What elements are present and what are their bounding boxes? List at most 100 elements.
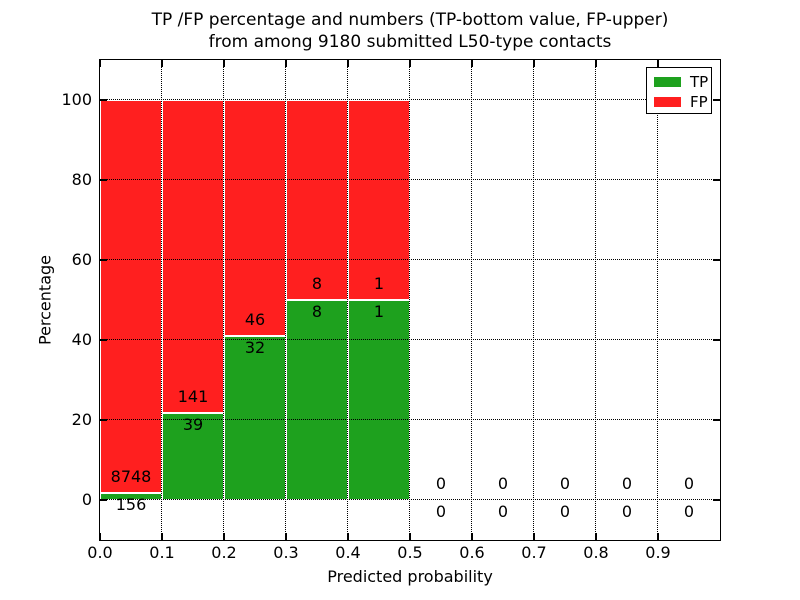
tp-count-label-bin0: 156 [115, 495, 147, 514]
fp-count-label-bin9: 0 [683, 474, 695, 493]
x-tick-label-0.8: 0.8 [583, 543, 609, 562]
fp-count-label-bin8: 0 [621, 474, 633, 493]
legend-entry-fp: FP [647, 92, 711, 112]
y-tick-label-40: 40 [71, 330, 92, 349]
x-tick-top-0.9 [657, 60, 659, 67]
y-tick-label-20: 20 [71, 410, 92, 429]
chart-title-line-1: TP /FP percentage and numbers (TP-bottom… [151, 10, 669, 30]
v-gridline-0.2 [223, 60, 224, 540]
y-tick-right-100 [713, 99, 720, 101]
tp-count-label-bin9: 0 [683, 502, 695, 521]
x-tick-bottom-0.5 [409, 533, 411, 540]
y-tick-label-80: 80 [71, 170, 92, 189]
v-gridline-0.6 [471, 60, 472, 540]
fp-count-label-bin7: 0 [559, 474, 571, 493]
y-tick-left-40 [100, 339, 107, 341]
h-gridline-100 [100, 99, 720, 100]
legend: TP FP [646, 67, 712, 114]
y-tick-right-60 [713, 259, 720, 261]
x-tick-bottom-0.6 [471, 533, 473, 540]
tp-count-label-bin8: 0 [621, 502, 633, 521]
tp-count-label-bin7: 0 [559, 502, 571, 521]
fp-count-label-bin4: 1 [373, 274, 385, 293]
bar-fp-bin2 [224, 100, 286, 336]
tp-count-label-bin4: 1 [373, 302, 385, 321]
y-tick-right-0 [713, 499, 720, 501]
x-tick-bottom-0.8 [595, 533, 597, 540]
chart-title-line-2: from among 9180 submitted L50-type conta… [208, 32, 612, 52]
v-gridline-0.7 [533, 60, 534, 540]
x-tick-top-0.1 [161, 60, 163, 67]
x-tick-bottom-0.7 [533, 533, 535, 540]
x-tick-top-0.5 [409, 60, 411, 67]
x-tick-top-0.4 [347, 60, 349, 67]
tp-count-label-bin2: 32 [244, 337, 266, 357]
y-tick-left-80 [100, 179, 107, 181]
x-tick-bottom-0.4 [347, 533, 349, 540]
x-tick-label-0.3: 0.3 [273, 543, 299, 562]
x-tick-bottom-0.3 [285, 533, 287, 540]
fp-count-label-bin3: 8 [311, 274, 323, 293]
x-tick-label-0.9: 0.9 [645, 543, 671, 562]
x-tick-label-0.1: 0.1 [149, 543, 175, 562]
v-gridline-0.9 [657, 60, 658, 540]
tp-count-label-bin5: 0 [435, 502, 447, 521]
x-tick-top-0.2 [223, 60, 225, 67]
tp-count-label-bin3: 8 [311, 302, 323, 321]
bar-fp-bin3 [286, 100, 348, 300]
x-tick-label-0.7: 0.7 [521, 543, 547, 562]
fp-count-label-bin6: 0 [497, 474, 509, 493]
x-tick-top-0.6 [471, 60, 473, 67]
x-tick-top-0.0 [99, 60, 101, 67]
h-gridline-0 [100, 499, 720, 500]
fp-legend-swatch [654, 97, 681, 107]
x-tick-bottom-0.1 [161, 533, 163, 540]
y-tick-right-40 [713, 339, 720, 341]
x-tick-bottom-0.9 [657, 533, 659, 540]
fp-count-label-bin2: 46 [244, 309, 266, 329]
x-tick-top-0.3 [285, 60, 287, 67]
v-gridline-0.3 [285, 60, 286, 540]
y-tick-label-60: 60 [71, 250, 92, 269]
h-gridline-40 [100, 339, 720, 340]
y-tick-left-20 [100, 419, 107, 421]
fp-count-label-bin5: 0 [435, 474, 447, 493]
x-tick-label-0.5: 0.5 [397, 543, 423, 562]
x-tick-label-0.0: 0.0 [87, 543, 113, 562]
tp-legend-swatch [654, 77, 681, 87]
x-tick-bottom-0.2 [223, 533, 225, 540]
fp-count-label-bin0: 8748 [110, 467, 152, 486]
v-gridline-0.4 [347, 60, 348, 540]
fp-count-label-bin1: 141 [177, 387, 209, 407]
x-tick-label-0.2: 0.2 [211, 543, 237, 562]
v-gridline-0.1 [161, 60, 162, 540]
y-tick-label-0: 0 [81, 490, 92, 509]
bar-fp-bin1 [162, 100, 224, 414]
fp-legend-label: FP [690, 92, 708, 111]
tp-count-label-bin6: 0 [497, 502, 509, 521]
tp-legend-label: TP [690, 72, 709, 91]
bar-fp-bin0 [100, 100, 162, 493]
y-tick-right-20 [713, 419, 720, 421]
h-gridline-80 [100, 179, 720, 180]
v-gridline-0.8 [595, 60, 596, 540]
y-tick-left-60 [100, 259, 107, 261]
bar-tp-bin4 [348, 300, 410, 500]
plot-area: TP FP 0.0 0.1 0.2 0.3 0.4 0.5 0.6 0.7 0.8 0.9 0 20 4… [61, 59, 721, 562]
y-tick-left-100 [100, 99, 107, 101]
bar-tp-bin2 [224, 335, 286, 500]
v-gridline-0.5 [409, 60, 410, 540]
tp-count-label-bin1: 39 [182, 415, 204, 435]
x-tick-bottom-0.0 [99, 533, 101, 540]
chart-title: TP /FP percentage and numbers (TP-bottom… [100, 9, 720, 53]
x-tick-label-0.6: 0.6 [459, 543, 485, 562]
x-tick-top-0.8 [595, 60, 597, 67]
y-tick-left-0 [100, 499, 107, 501]
legend-entry-tp: TP [647, 72, 711, 92]
x-tick-top-0.7 [533, 60, 535, 67]
h-gridline-60 [100, 259, 720, 260]
bar-fp-bin4 [348, 100, 410, 300]
y-tick-right-80 [713, 179, 720, 181]
bar-tp-bin3 [286, 300, 348, 500]
